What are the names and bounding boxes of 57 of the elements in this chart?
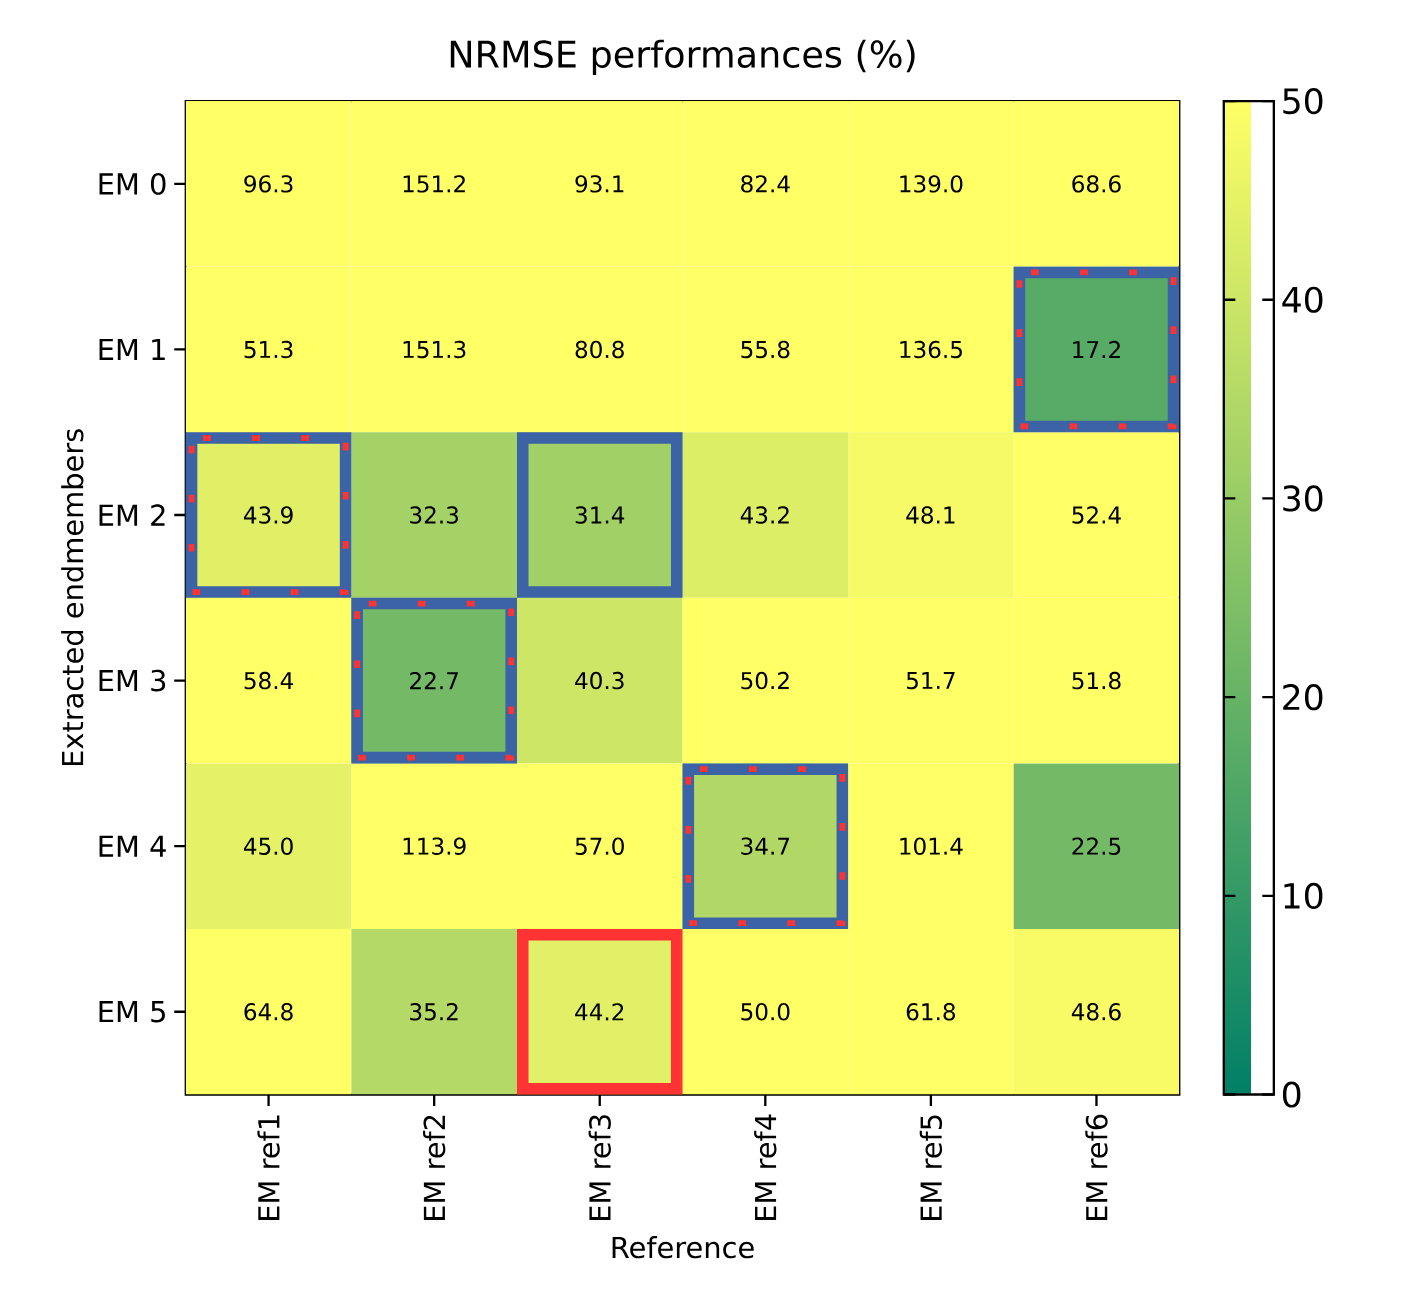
data-label: 61.8 <box>906 1003 955 1021</box>
data-label: 151.2 <box>403 175 465 193</box>
data-label: 22.5 <box>1072 837 1121 855</box>
chart-title: NRMSE performances (%) <box>450 39 915 76</box>
color-bar-label: 20 <box>1283 684 1323 711</box>
data-label: 82.4 <box>741 175 790 193</box>
data-label: 93.1 <box>575 175 624 193</box>
y-tick-label: EM 0 <box>99 172 166 195</box>
y-tick-label: EM 2 <box>99 504 165 526</box>
y-tick-label: EM 4 <box>99 835 166 857</box>
color-bar-label: 0 <box>1282 1081 1301 1108</box>
y-axis-title: Extracted endmembers <box>61 429 84 766</box>
color-bar-label: 50 <box>1283 88 1323 115</box>
data-label: 52.4 <box>1072 506 1121 524</box>
data-label: 51.3 <box>244 340 293 359</box>
color-bar-label: 40 <box>1282 286 1323 313</box>
data-label: 151.3 <box>403 340 466 359</box>
x-tick-label: EM ref2 <box>423 1115 446 1220</box>
x-tick-label: EM ref4 <box>754 1114 777 1220</box>
y-tick-label: EM 1 <box>99 338 165 361</box>
data-label: 51.8 <box>1072 671 1121 690</box>
x-tick-label: EM ref5 <box>919 1115 943 1220</box>
color-bar-label: 10 <box>1284 882 1323 909</box>
data-label: 35.2 <box>410 1003 458 1021</box>
data-label: 80.8 <box>575 340 624 359</box>
x-tick-label: EM ref6 <box>1085 1114 1108 1220</box>
data-label: 45.0 <box>243 837 293 855</box>
data-label: 31.4 <box>575 506 625 524</box>
data-label: 57.0 <box>575 837 624 855</box>
data-label: 43.9 <box>243 506 293 524</box>
data-label: 64.8 <box>244 1003 293 1021</box>
data-label: 50.2 <box>741 671 789 690</box>
x-axis-title: Reference <box>612 1236 754 1259</box>
data-label: 51.7 <box>906 672 955 690</box>
y-tick-label: EM 5 <box>99 1001 165 1023</box>
data-label: 48.1 <box>906 506 955 524</box>
data-label: 139.0 <box>900 175 963 193</box>
data-label: 48.6 <box>1071 1003 1121 1021</box>
data-label: 32.3 <box>410 506 459 524</box>
data-label: 58.4 <box>244 671 294 690</box>
data-label: 55.8 <box>741 340 790 359</box>
data-label: 113.9 <box>403 837 466 855</box>
data-label: 50.0 <box>741 1003 790 1021</box>
data-label: 68.6 <box>1072 175 1121 193</box>
data-label: 17.2 <box>1073 340 1120 359</box>
data-label: 136.5 <box>900 340 962 359</box>
x-tick-label: EM ref1 <box>257 1115 280 1220</box>
data-label: 44.2 <box>575 1003 624 1021</box>
x-tick-label: EM ref3 <box>588 1115 611 1220</box>
data-label: 96.3 <box>244 175 293 193</box>
data-label: 40.3 <box>575 671 624 690</box>
color-bar-label: 30 <box>1283 485 1323 512</box>
data-label: 101.4 <box>900 837 963 855</box>
y-tick-label: EM 3 <box>99 669 166 692</box>
data-label: 22.7 <box>410 672 458 690</box>
data-label: 43.2 <box>740 506 789 524</box>
data-label: 34.7 <box>741 837 790 855</box>
